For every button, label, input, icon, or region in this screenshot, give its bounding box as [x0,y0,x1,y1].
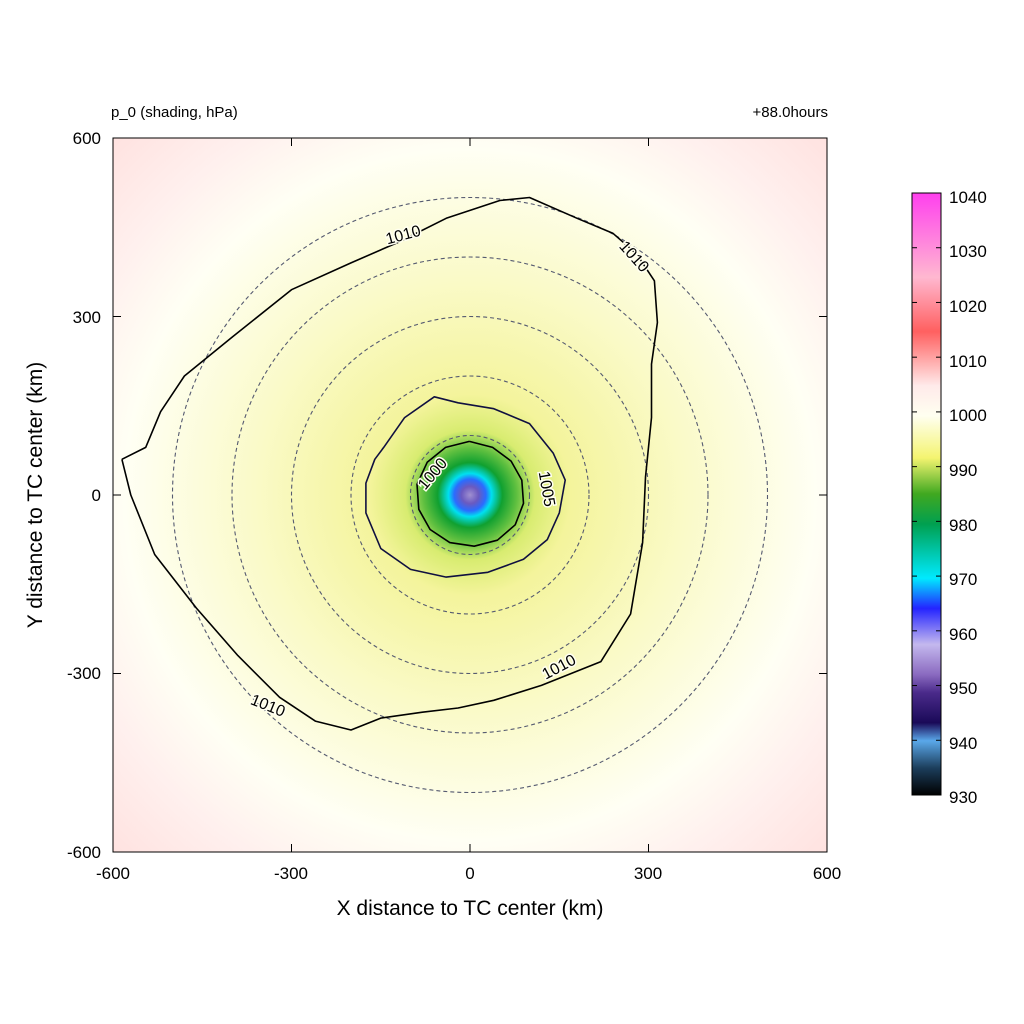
x-tick-labels: -600 -300 0 300 600 [96,864,841,883]
range-rings [171,196,769,794]
x-tick-label: 600 [813,864,841,883]
y-axis-title: Y distance to TC center (km) [24,362,47,629]
colorbar-tick-label: 990 [949,461,977,480]
range-ring [290,315,650,675]
colorbar-tick-label: 950 [949,679,977,698]
colorbar-tick-label: 960 [949,625,977,644]
colorbar-tick-label: 1040 [949,188,987,207]
range-ring [350,375,590,615]
colorbar-ticks [912,192,941,796]
contour-line-1000 [416,440,525,548]
y-tick-label: -300 [67,664,101,683]
range-ring [231,256,709,734]
colorbar-tick-labels: 1040 1030 1020 1010 1000 990 980 970 960… [949,188,987,807]
colorbar-tick-label: 1010 [949,352,987,371]
x-tick-label: 300 [634,864,662,883]
y-tick-label: 0 [92,486,101,505]
y-tick-label: -600 [67,843,101,862]
plot-layer [121,196,769,794]
colorbar [911,192,942,796]
colorbar-tick-label: 980 [949,516,977,535]
y-tick-label: 600 [73,129,101,148]
colorbar-tick-label: 1030 [949,242,987,261]
colorbar-tick-label: 970 [949,570,977,589]
x-axis-title: X distance to TC center (km) [337,897,604,920]
range-ring [409,434,531,556]
contour-line-1005 [365,395,567,578]
y-tick-labels: 600 300 0 -300 -600 [67,129,101,862]
pressure-shading [113,138,827,852]
colorbar-tick-label: 940 [949,734,977,753]
range-ring [171,196,769,794]
contour-line-1010 [121,196,659,731]
x-tick-label: -300 [274,864,308,883]
title-right: +88.0hours [753,104,828,121]
contour-label: 1005 [535,470,558,508]
colorbar-tick-label: 930 [949,788,977,807]
y-tick-label: 300 [73,308,101,327]
x-tick-label: 0 [465,864,474,883]
axis-ticks [112,137,828,853]
colorbar-tick-label: 1020 [949,297,987,316]
title-left: p_0 (shading, hPa) [111,104,238,121]
contour-lines [121,196,659,731]
x-tick-label: -600 [96,864,130,883]
colorbar-tick-label: 1000 [949,406,987,425]
